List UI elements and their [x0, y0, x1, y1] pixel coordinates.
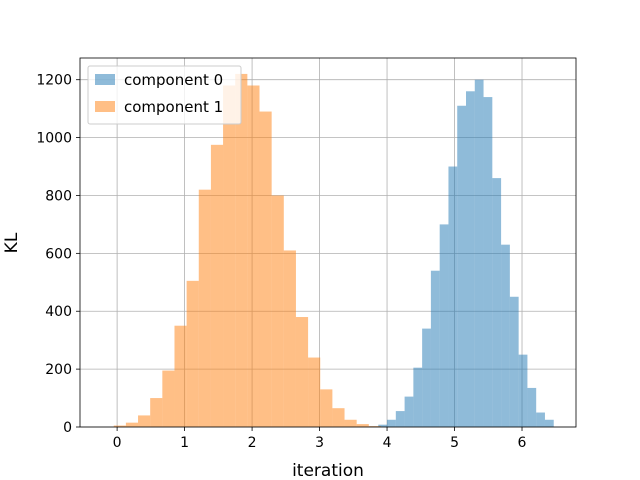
histogram-bar-component-1 [223, 85, 236, 428]
histogram-bar-component-0 [422, 328, 431, 427]
histogram-bar-component-0 [404, 396, 414, 427]
plot-frame [79, 57, 577, 428]
x-axis-title: iteration [292, 461, 364, 480]
histogram-bar-component-1 [198, 189, 211, 427]
histogram-bar-component-0 [457, 105, 467, 428]
histogram-bar-component-0 [413, 367, 423, 427]
histogram-bar-component-1 [344, 419, 357, 427]
histogram-bar-component-0 [395, 411, 405, 427]
y-tick-label: 200 [45, 362, 72, 378]
legend: component 0 component 1 [87, 65, 242, 125]
histogram-bar-component-0 [483, 97, 493, 427]
histogram-bar-component-1 [271, 195, 284, 427]
x-tick-label: 3 [315, 435, 324, 451]
histogram-bar-component-0 [387, 419, 396, 427]
histogram-bar-component-1 [247, 85, 260, 428]
histogram-bar-component-1 [356, 424, 369, 427]
histogram-bar-component-1 [308, 357, 321, 427]
histogram-bar-component-0 [430, 270, 440, 427]
y-axis-title: KL [2, 232, 22, 253]
histogram-bar-component-0 [536, 412, 545, 427]
histogram-bar-component-0 [492, 178, 502, 427]
y-tick-label: 1000 [36, 131, 72, 147]
y-tick-label: 400 [45, 304, 72, 320]
histogram-bar-component-0 [378, 424, 388, 427]
x-tick-label: 5 [450, 435, 459, 451]
histogram-bar-component-0 [501, 244, 510, 427]
x-tick-label: 6 [518, 435, 527, 451]
histogram-bar-component-1 [150, 398, 163, 427]
bars [113, 73, 554, 428]
x-tick-label: 0 [113, 435, 122, 451]
legend-label-component-1: component 1 [124, 98, 223, 116]
y-tick-label: 800 [45, 188, 72, 204]
y-tick-label: 600 [45, 246, 72, 262]
histogram-bar-component-0 [544, 419, 554, 427]
x-tick-label: 4 [383, 435, 392, 451]
legend-label-component-0: component 0 [124, 71, 223, 89]
legend-swatch-component-0 [95, 74, 115, 85]
histogram-bar-component-1 [235, 73, 248, 427]
y-tick-label: 1200 [36, 73, 72, 89]
histogram-bar-component-1 [162, 370, 175, 427]
histogram-bar-component-0 [509, 296, 519, 427]
legend-box [87, 65, 242, 125]
histogram-bar-component-0 [474, 79, 484, 428]
histogram-bar-component-1 [320, 389, 333, 427]
legend-swatch-component-1 [95, 101, 115, 112]
histogram-bar-component-1 [113, 425, 126, 427]
y-tick-label: 0 [63, 420, 72, 436]
histogram-bar-component-1 [186, 280, 199, 427]
histogram-bar-component-1 [125, 422, 139, 427]
histogram-bar-component-1 [295, 317, 309, 427]
histogram-bar-component-1 [210, 144, 224, 427]
histogram-bar-component-1 [368, 426, 381, 427]
axis-ticks: 0 1 2 3 4 5 6 0 200 400 600 800 1000 1200 [36, 73, 526, 451]
x-tick-label: 1 [180, 435, 189, 451]
histogram-bar-component-0 [518, 354, 528, 427]
histogram-bar-component-1 [174, 325, 187, 427]
histogram-bar-component-0 [448, 166, 458, 427]
histogram-bar-component-0 [527, 387, 537, 427]
histogram-bar-component-1 [259, 111, 272, 428]
histogram-bar-component-1 [138, 415, 151, 427]
histogram-bar-component-0 [439, 224, 449, 427]
histogram-bar-component-1 [332, 408, 345, 427]
histogram-bar-component-0 [466, 91, 475, 428]
x-tick-label: 2 [248, 435, 257, 451]
histogram-bar-component-1 [283, 250, 296, 427]
